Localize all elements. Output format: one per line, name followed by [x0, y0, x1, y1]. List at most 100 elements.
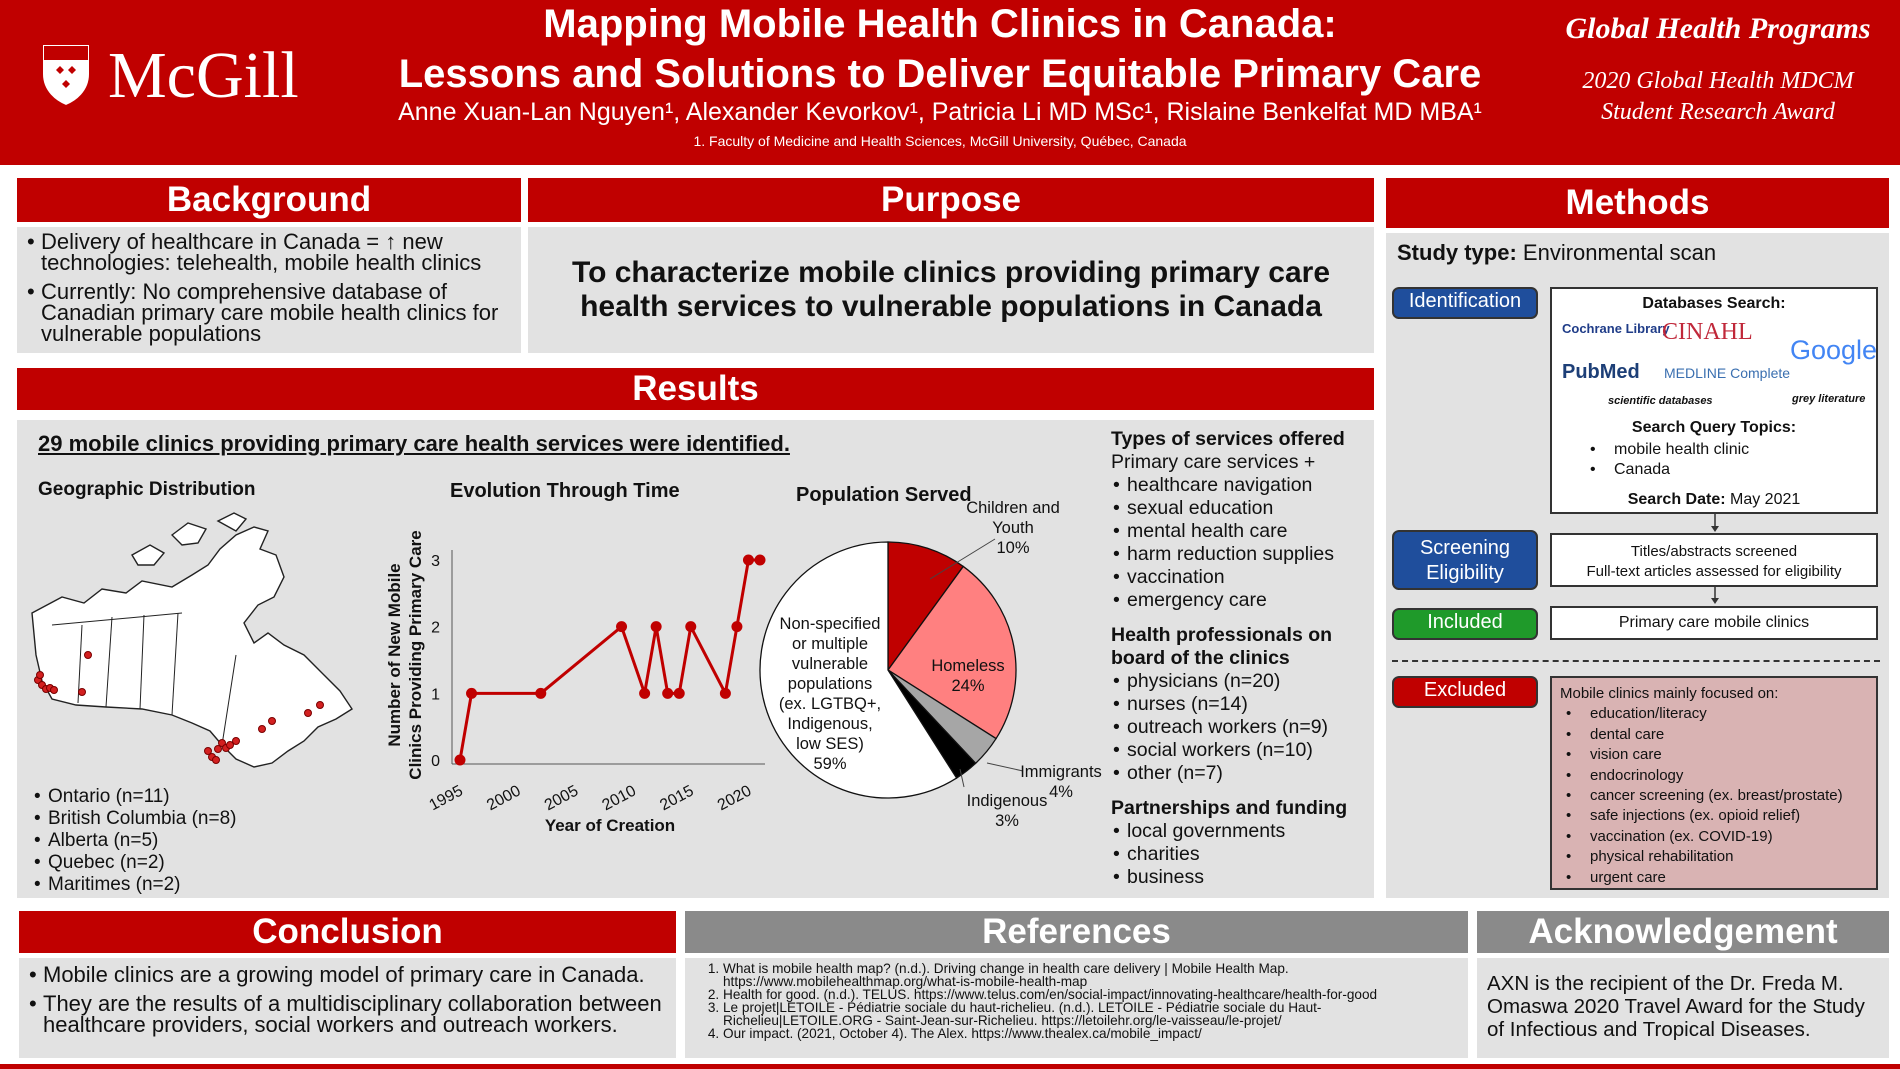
excluded-item: dental care [1566, 725, 1868, 746]
references-title: References [685, 911, 1468, 953]
pie-label: 10% [996, 539, 1029, 557]
hp-title-2: board of the clinics [1111, 647, 1290, 669]
geo-list: Ontario (n=11) British Columbia (n=8) Al… [34, 786, 237, 896]
pie-label: Indigenous, [787, 715, 872, 733]
pie-label: 24% [951, 677, 984, 695]
search-date-label: Search Date: [1627, 491, 1726, 508]
db-caption-left: scientific databases [1608, 395, 1713, 407]
service-item: vaccination [1113, 566, 1373, 589]
service-item: sexual education [1113, 497, 1373, 520]
excluded-item: physical rehabilitation [1566, 847, 1868, 868]
pie-slice [887, 541, 965, 673]
methods-divider [1392, 660, 1880, 662]
background-bullet-2: Currently: No comprehensive database of … [27, 281, 511, 345]
reference-item: Our impact. (2021, October 4). The Alex.… [723, 1027, 1458, 1041]
excluded-item: education/literacy [1566, 704, 1868, 725]
x-tick-label: 2015 [657, 782, 696, 814]
hp-list: physicians (n=20) nurses (n=14) outreach… [1111, 670, 1373, 785]
geo-item-maritimes: Maritimes (n=2) [34, 874, 237, 896]
screen-line1: Titles/abstracts screened [1630, 543, 1798, 560]
mcgill-shield-icon [41, 43, 91, 108]
identification-pill: Identification [1392, 287, 1538, 319]
award-line2: Student Research Award [1601, 99, 1835, 125]
pf-item: local governments [1113, 820, 1373, 843]
purpose-title: Purpose [528, 178, 1374, 222]
data-point [639, 687, 651, 699]
pie-label: Immigrants [1020, 763, 1102, 781]
data-point [673, 687, 685, 699]
databases-box: Databases Search: Cochrane Library CINAH… [1550, 287, 1878, 514]
methods-title: Methods [1386, 178, 1889, 228]
geo-item-alberta: Alberta (n=5) [34, 830, 237, 852]
pie-label: Indigenous [967, 792, 1048, 810]
conclusion-panel: Mobile clinics are a growing model of pr… [19, 958, 676, 1058]
pie-label: or multiple [792, 635, 868, 653]
query-list: mobile health clinic Canada [1590, 440, 1749, 480]
excluded-item: safe injections (ex. opioid relief) [1566, 806, 1868, 827]
hp-title-1: Health professionals on [1111, 624, 1333, 646]
mcgill-logo-text: McGill [108, 39, 299, 112]
poster-header: McGill Mapping Mobile Health Clinics in … [0, 0, 1900, 165]
canada-outline [31, 512, 353, 768]
data-point [650, 621, 662, 633]
search-date: Search Date: May 2021 [1552, 491, 1876, 509]
y-axis-title-line1: Number of New Mobile [385, 563, 404, 746]
pie-leader-line [959, 768, 965, 788]
db-title: Databases Search: [1642, 295, 1786, 312]
geo-title: Geographic Distribution [38, 479, 256, 500]
excluded-item: urgent care [1566, 868, 1868, 889]
pie-leader-line [986, 762, 1024, 772]
cinahl-logo: CINAHL [1662, 319, 1753, 345]
reference-item: What is mobile health map? (n.d.). Drivi… [723, 962, 1458, 989]
pie-label: 4% [1049, 783, 1073, 801]
pubmed-logo: PubMed [1562, 361, 1640, 383]
excluded-list: education/literacy dental care vision ca… [1560, 704, 1868, 888]
included-pill: Included [1392, 608, 1538, 640]
services-title: Types of services offered [1111, 428, 1345, 450]
arrow-down-icon [1711, 514, 1719, 532]
excluded-title: Mobile clinics mainly focused on: [1560, 685, 1779, 702]
medline-logo: MEDLINE Complete [1664, 365, 1791, 381]
query-title: Search Query Topics: [1631, 419, 1797, 436]
geo-item-bc: British Columbia (n=8) [34, 808, 237, 830]
excluded-item: endocrinology [1566, 766, 1868, 787]
pie-label: vulnerable [792, 655, 868, 673]
series-line [458, 558, 760, 761]
hp-item: outreach workers (n=9) [1113, 716, 1373, 739]
background-title: Background [17, 178, 521, 222]
screening-pill-line2: Eligibility [1426, 562, 1504, 584]
screening-pill: Screening Eligibility [1392, 530, 1538, 590]
geo-item-quebec: Quebec (n=2) [34, 852, 237, 874]
authors: Anne Xuan-Lan Nguyen¹, Alexander Kevorko… [398, 98, 1482, 126]
services-intro: Primary care services + [1111, 451, 1316, 473]
references-list: What is mobile health map? (n.d.). Drivi… [703, 962, 1458, 1041]
study-type-label: Study type: [1397, 240, 1517, 265]
pie-label: Non-specified [780, 615, 881, 633]
population-pie-chart: Children and Youth 10% Homeless 24% Immigrant… [759, 499, 1102, 830]
data-point [731, 621, 743, 633]
y-axis-title-line2: Clinics Providing Primary Care [406, 530, 425, 779]
x-tick-label: 2010 [600, 782, 639, 814]
background-bullet-1: Delivery of healthcare in Canada = ↑ new… [27, 231, 511, 274]
x-tick-label: 2005 [542, 782, 581, 814]
hp-item: other (n=7) [1113, 762, 1373, 785]
services-list: healthcare navigation sexual education m… [1111, 474, 1373, 612]
cochrane-logo: Cochrane Library [1562, 321, 1670, 336]
data-point [616, 621, 628, 633]
data-point [742, 554, 754, 566]
award-line1: 2020 Global Health MDCM [1582, 68, 1854, 94]
excluded-pill: Excluded [1392, 676, 1538, 708]
excluded-item: cancer screening (ex. breast/prostate) [1566, 786, 1868, 807]
data-point [685, 621, 697, 633]
pie-leader-line [929, 538, 996, 580]
screening-pill-line1: Screening [1419, 537, 1511, 559]
study-type: Study type: Environmental scan [1397, 240, 1716, 266]
excluded-item: vision care [1566, 745, 1868, 766]
y-tick-label: 3 [431, 553, 440, 570]
pie-slice [759, 541, 958, 799]
pie-label: 3% [995, 812, 1019, 830]
award-text: 2020 Global Health MDCM Student Research… [1548, 66, 1888, 128]
pf-list: local governments charities business [1111, 820, 1373, 889]
acknowledgement-panel: AXN is the recipient of the Dr. Freda M.… [1477, 958, 1889, 1058]
